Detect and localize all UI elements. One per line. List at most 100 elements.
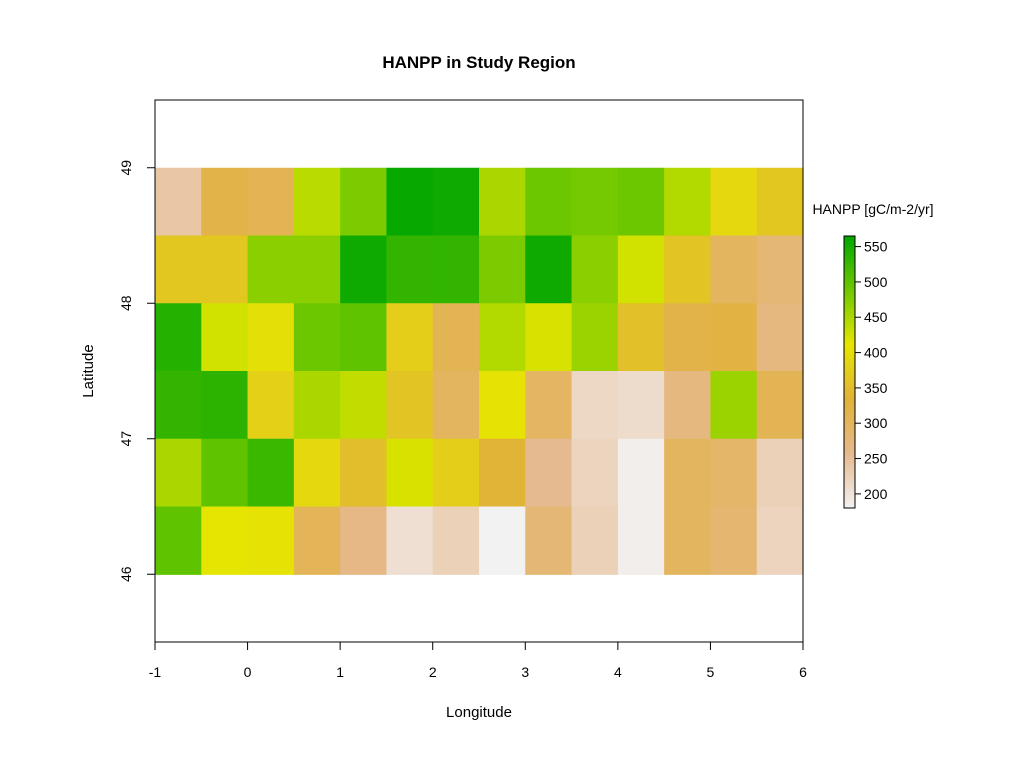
heatmap-cell bbox=[293, 167, 341, 237]
heatmap-cell bbox=[617, 371, 665, 440]
x-tick-label: -1 bbox=[149, 664, 162, 680]
heatmap-cell bbox=[155, 506, 202, 575]
heatmap-cell bbox=[525, 438, 573, 508]
heatmap-cell bbox=[664, 371, 712, 440]
heatmap-cell bbox=[340, 371, 388, 440]
heatmap-cell bbox=[571, 303, 619, 372]
heatmap-cell bbox=[432, 303, 480, 372]
colorbar-tick-label: 350 bbox=[864, 380, 888, 396]
heatmap-cell bbox=[386, 167, 434, 237]
heatmap-cell bbox=[155, 303, 202, 372]
heatmap-cell bbox=[571, 438, 619, 508]
heatmap-cell bbox=[525, 167, 573, 237]
heatmap-cell bbox=[479, 371, 526, 440]
y-tick-label: 48 bbox=[118, 295, 134, 311]
heatmap-cell bbox=[756, 235, 804, 304]
heatmap-cell bbox=[155, 167, 202, 237]
heatmap-cell bbox=[432, 506, 480, 575]
heatmap-cell bbox=[617, 167, 665, 237]
heatmap-cell bbox=[293, 506, 341, 575]
x-axis: -1 0 1 2 3 4 5 6 bbox=[149, 641, 807, 680]
colorbar-tick-label: 400 bbox=[864, 345, 888, 361]
heatmap-cell bbox=[340, 438, 388, 508]
heatmap-cell bbox=[525, 235, 573, 304]
colorbar-title: HANPP [gC/m-2/yr] bbox=[812, 201, 933, 217]
heatmap-cell bbox=[386, 371, 434, 440]
heatmap-cell bbox=[756, 371, 804, 440]
heatmap-cell bbox=[340, 167, 388, 237]
x-tick-label: 1 bbox=[336, 664, 344, 680]
heatmap-cell bbox=[247, 235, 295, 304]
heatmap-cell bbox=[756, 438, 804, 508]
heatmap-cell bbox=[617, 303, 665, 372]
heatmap-cell bbox=[155, 438, 202, 508]
heatmap-cell bbox=[432, 438, 480, 508]
heatmap-cell bbox=[571, 235, 619, 304]
heatmap-cell bbox=[247, 438, 295, 508]
heatmap-cell bbox=[201, 506, 249, 575]
heatmap-cell bbox=[247, 506, 295, 575]
heatmap-cell bbox=[664, 235, 712, 304]
heatmap-cell bbox=[617, 438, 665, 508]
heatmap-cell bbox=[525, 506, 573, 575]
heatmap-cell bbox=[247, 303, 295, 372]
heatmap-cell bbox=[664, 506, 712, 575]
y-axis: 46 47 48 49 bbox=[118, 160, 156, 582]
heatmap-cell bbox=[710, 167, 758, 237]
heatmap-cell bbox=[201, 438, 249, 508]
heatmap-cell bbox=[293, 303, 341, 372]
x-tick-label: 5 bbox=[707, 664, 715, 680]
heatmap-cell bbox=[664, 303, 712, 372]
colorbar-tick-label: 550 bbox=[864, 239, 888, 255]
heatmap-cell bbox=[340, 506, 388, 575]
heatmap-cell bbox=[756, 506, 804, 575]
heatmap-cell bbox=[293, 235, 341, 304]
colorbar-tick-label: 450 bbox=[864, 309, 888, 325]
heatmap-cell bbox=[247, 371, 295, 440]
heatmap-cell bbox=[201, 167, 249, 237]
colorbar-tick-label: 500 bbox=[864, 274, 888, 290]
y-axis-label: Latitude bbox=[80, 344, 97, 397]
heatmap-cell bbox=[617, 235, 665, 304]
y-tick-label: 47 bbox=[118, 431, 134, 447]
heatmap-cell bbox=[201, 235, 249, 304]
heatmap-cell bbox=[571, 167, 619, 237]
heatmap-cell bbox=[617, 506, 665, 575]
heatmap-cell bbox=[756, 303, 804, 372]
heatmap-cell bbox=[571, 506, 619, 575]
heatmap-cell bbox=[479, 167, 526, 237]
x-axis-label: Longitude bbox=[446, 704, 512, 721]
heatmap-cell bbox=[664, 167, 712, 237]
x-tick-label: 4 bbox=[614, 664, 622, 680]
heatmap-cell bbox=[432, 235, 480, 304]
heatmap-cell bbox=[479, 235, 526, 304]
colorbar-tick-label: 250 bbox=[864, 451, 888, 467]
heatmap-cell bbox=[525, 371, 573, 440]
heatmap-cell bbox=[479, 506, 526, 575]
heatmap-cell bbox=[710, 506, 758, 575]
x-tick-label: 0 bbox=[244, 664, 252, 680]
heatmap-cells bbox=[155, 167, 804, 575]
heatmap-cell bbox=[155, 371, 202, 440]
heatmap-cell bbox=[664, 438, 712, 508]
heatmap-cell bbox=[386, 235, 434, 304]
x-tick-label: 3 bbox=[521, 664, 529, 680]
heatmap-cell bbox=[756, 167, 804, 237]
colorbar-ticks: 200 250 300 350 400 450 500 550 bbox=[855, 239, 888, 502]
colorbar-tick-label: 300 bbox=[864, 415, 888, 431]
heatmap-cell bbox=[710, 438, 758, 508]
heatmap-cell bbox=[293, 438, 341, 508]
heatmap-cell bbox=[432, 371, 480, 440]
heatmap-cell bbox=[571, 371, 619, 440]
heatmap-cell bbox=[340, 303, 388, 372]
heatmap-cell bbox=[525, 303, 573, 372]
heatmap-cell bbox=[247, 167, 295, 237]
heatmap-cell bbox=[710, 235, 758, 304]
heatmap-cell bbox=[386, 506, 434, 575]
x-tick-label: 2 bbox=[429, 664, 437, 680]
chart-title: HANPP in Study Region bbox=[382, 53, 575, 72]
heatmap-cell bbox=[386, 303, 434, 372]
colorbar-tick-label: 200 bbox=[864, 486, 888, 502]
y-tick-label: 46 bbox=[118, 566, 134, 582]
